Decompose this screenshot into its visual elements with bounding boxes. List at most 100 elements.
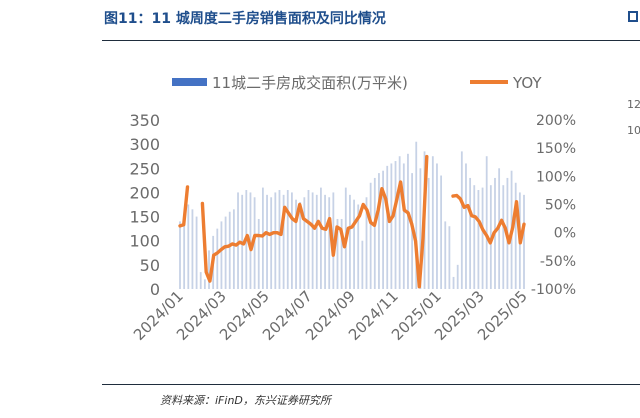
bar bbox=[291, 192, 293, 289]
left-axis-tick-label: 150 bbox=[129, 208, 160, 227]
clipped-tick-label: 10 bbox=[627, 124, 640, 137]
bar bbox=[473, 185, 476, 289]
bar bbox=[440, 175, 443, 289]
bar bbox=[349, 194, 351, 289]
right-axis-tick-label: 200% bbox=[536, 113, 576, 129]
bar bbox=[274, 192, 277, 289]
bar bbox=[179, 221, 181, 289]
bar bbox=[378, 173, 380, 289]
bar bbox=[465, 163, 467, 289]
bar bbox=[502, 185, 505, 289]
bar bbox=[199, 272, 202, 289]
bar bbox=[261, 187, 264, 289]
bar bbox=[299, 202, 302, 289]
bar bbox=[195, 216, 198, 289]
right-axis-tick-label: 0% bbox=[554, 226, 576, 242]
bar bbox=[187, 204, 190, 289]
bar bbox=[303, 197, 306, 289]
bar bbox=[237, 192, 239, 289]
bar bbox=[295, 199, 297, 289]
bar bbox=[315, 194, 318, 289]
left-axis-ticks: 0 50 100 150 200 250 300 350 bbox=[129, 111, 160, 299]
bar bbox=[353, 199, 355, 289]
x-axis-ticks: 2024/012024/032024/052024/072024/092024/… bbox=[130, 287, 531, 344]
clipped-neighbor-chart: 12 10 bbox=[624, 92, 640, 252]
yoy-line-series bbox=[178, 154, 526, 289]
bar bbox=[224, 216, 227, 289]
left-axis-tick-label: 250 bbox=[129, 159, 160, 178]
bar bbox=[361, 240, 364, 289]
bar bbox=[266, 194, 268, 289]
bar bbox=[183, 216, 186, 289]
bar bbox=[270, 197, 273, 289]
right-axis-tick-label: 150% bbox=[536, 141, 576, 157]
yoy-line-segment bbox=[200, 154, 429, 289]
bar bbox=[311, 192, 314, 289]
bar bbox=[407, 153, 409, 289]
legend-bar-swatch bbox=[172, 78, 207, 86]
right-axis-tick-label: -50% bbox=[540, 254, 576, 270]
source-divider bbox=[102, 384, 640, 385]
bar bbox=[373, 177, 376, 289]
bar bbox=[394, 161, 397, 289]
figure-title: 图11：11 城周度二手房销售面积及同比情况 bbox=[104, 11, 386, 27]
bar bbox=[257, 218, 260, 289]
bar bbox=[278, 190, 281, 289]
bar bbox=[481, 187, 484, 289]
bar bbox=[452, 276, 455, 289]
chart-legend: 11城二手房成交面积(万平米) YOY bbox=[172, 74, 542, 92]
bar bbox=[324, 194, 326, 289]
bar bbox=[436, 163, 438, 289]
bar bbox=[386, 165, 389, 289]
left-axis-tick-label: 200 bbox=[129, 183, 160, 202]
bar bbox=[444, 221, 447, 289]
bar bbox=[249, 192, 252, 289]
bar bbox=[402, 163, 405, 289]
bar bbox=[523, 194, 525, 289]
bar bbox=[427, 177, 430, 289]
bar bbox=[390, 163, 393, 289]
bar bbox=[320, 187, 322, 289]
yoy-line-segment bbox=[451, 193, 526, 245]
bar bbox=[460, 151, 463, 289]
bar bbox=[448, 226, 451, 289]
bar bbox=[398, 156, 401, 289]
bar bbox=[191, 209, 194, 289]
bar bbox=[469, 177, 472, 289]
left-axis-tick-label: 350 bbox=[129, 111, 160, 130]
clipped-tick-label: 12 bbox=[627, 98, 640, 111]
bar bbox=[208, 250, 210, 289]
bar bbox=[220, 221, 223, 289]
yoy-line-segment bbox=[178, 185, 190, 228]
legend-line-label: YOY bbox=[512, 74, 542, 92]
bar bbox=[415, 141, 418, 289]
bar bbox=[307, 190, 310, 289]
bar bbox=[514, 182, 517, 289]
right-axis-tick-label: 50% bbox=[545, 198, 576, 214]
legend-bar-label: 11城二手房成交面积(万平米) bbox=[212, 74, 408, 92]
bar bbox=[485, 156, 488, 289]
title-divider bbox=[102, 40, 640, 41]
bar bbox=[203, 279, 206, 289]
bar bbox=[365, 197, 368, 289]
right-axis-tick-label: -100% bbox=[531, 282, 576, 298]
bar bbox=[282, 194, 285, 289]
source-note: 资料来源：iFinD，东兴证券研究所 bbox=[160, 394, 331, 407]
bar bbox=[419, 168, 422, 289]
bar bbox=[456, 264, 459, 289]
bar bbox=[286, 190, 289, 289]
bar bbox=[477, 190, 480, 289]
bar bbox=[228, 211, 231, 289]
left-axis-tick-label: 300 bbox=[129, 135, 160, 154]
bar bbox=[357, 204, 360, 289]
bar bbox=[253, 197, 256, 289]
bar bbox=[382, 170, 384, 289]
next-figure-fragment bbox=[628, 11, 638, 22]
bar bbox=[431, 156, 434, 289]
bar bbox=[340, 218, 343, 289]
right-axis-tick-label: 100% bbox=[536, 169, 576, 185]
right-axis-ticks: -100% -50% 0% 50% 100% 150% 200% bbox=[531, 113, 576, 298]
left-axis-tick-label: 0 bbox=[150, 280, 160, 299]
bar bbox=[336, 218, 339, 289]
